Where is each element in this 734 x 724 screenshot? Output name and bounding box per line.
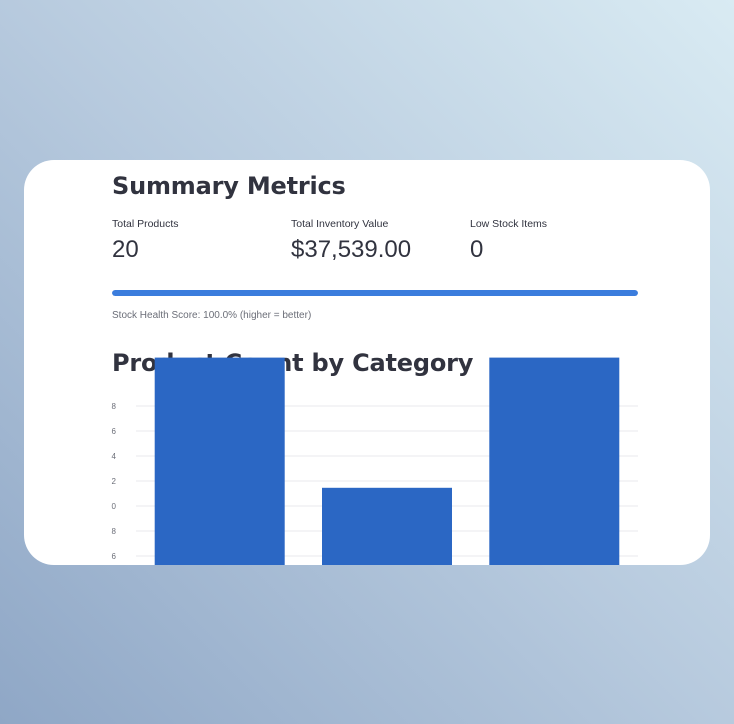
progress-fill — [112, 290, 638, 296]
bar-1[interactable] — [154, 357, 285, 565]
metric-label: Total Inventory Value — [291, 218, 389, 230]
metric-low-stock: Low Stock Items 0 — [470, 218, 547, 264]
chart-svg: 8 6 4 2 0 8 6 — [112, 357, 638, 565]
main-content: Summary Metrics Total Products 20 Total … — [112, 160, 638, 565]
metric-total-products: Total Products 20 — [112, 218, 179, 264]
summary-card: Summary Metrics Total Products 20 Total … — [24, 160, 710, 565]
metric-inventory-value: Total Inventory Value $37,539.00 — [291, 218, 411, 264]
summary-title: Summary Metrics — [112, 172, 346, 200]
metric-label: Total Products — [112, 218, 179, 230]
y-tick-label: 4 — [112, 452, 117, 461]
category-bar-chart: 8 6 4 2 0 8 6 — [112, 357, 638, 565]
y-tick-label: 2 — [112, 477, 117, 486]
y-tick-label: 8 — [112, 402, 117, 411]
y-tick-label: 8 — [112, 527, 117, 536]
y-tick-label: 0 — [112, 502, 117, 511]
bar-2[interactable] — [322, 487, 452, 565]
metric-value: 20 — [112, 236, 139, 263]
bar-3[interactable] — [489, 357, 620, 565]
y-tick-label: 6 — [112, 427, 117, 436]
stock-health-caption: Stock Health Score: 100.0% (higher = bet… — [112, 310, 312, 321]
stock-health-progress-bar — [112, 290, 638, 296]
y-tick-label: 6 — [112, 552, 117, 561]
metric-label: Low Stock Items — [470, 218, 548, 230]
metric-value: $37,539.00 — [291, 236, 412, 263]
metric-value: 0 — [470, 236, 484, 263]
